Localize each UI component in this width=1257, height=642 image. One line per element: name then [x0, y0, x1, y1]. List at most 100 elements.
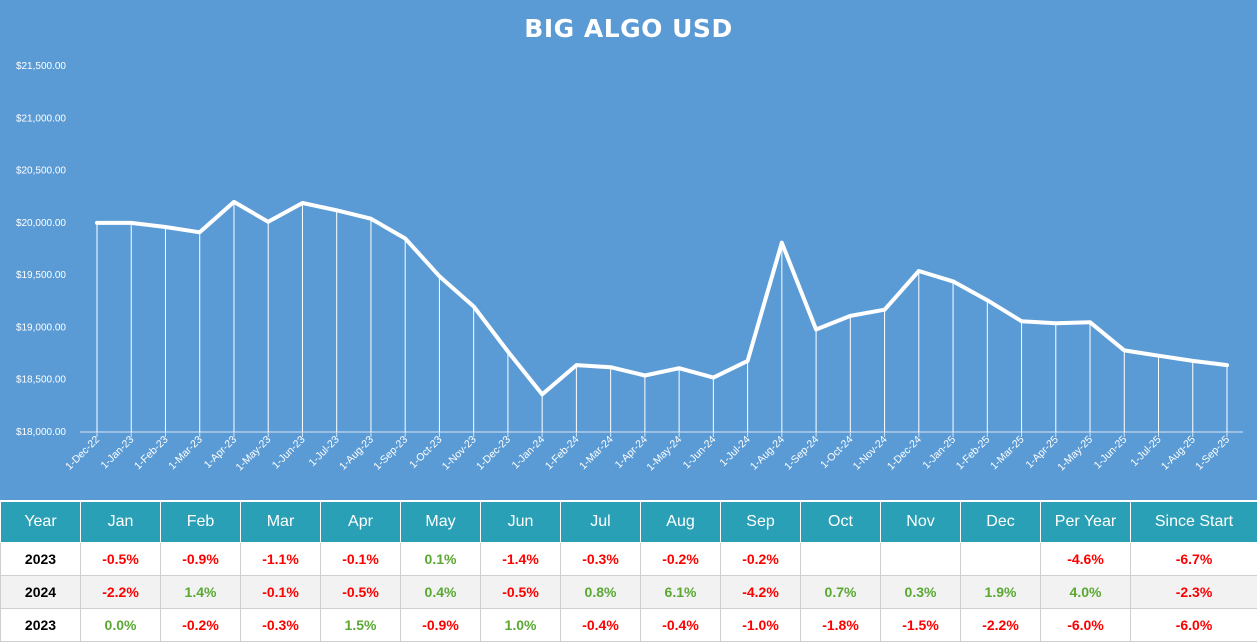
return-cell: -0.3%: [560, 542, 641, 576]
performance-table: Year Jan Feb Mar Apr May Jun Jul Aug Sep Oct Nov Dec…: [0, 501, 1257, 642]
return-cell: -0.5%: [480, 575, 561, 609]
chart-title: BIG ALGO USD: [524, 14, 733, 43]
x-tick-label: 1-Mar-23: [166, 434, 205, 473]
return-cell: 0.4%: [400, 575, 481, 609]
x-tick-label: 1-Dec-24: [885, 434, 924, 473]
x-tick-label: 1-Dec-23: [474, 434, 513, 473]
y-tick-label: $20,000.00: [16, 218, 66, 229]
x-tick-label: 1-Dec-22: [63, 434, 102, 473]
column-header: Since Start: [1130, 501, 1257, 543]
column-header: May: [400, 501, 481, 543]
x-tick-label: 1-Sep-23: [371, 434, 410, 473]
return-cell: -2.3%: [1130, 575, 1257, 609]
x-tick-label: 1-Jan-25: [920, 434, 958, 472]
column-header: Jul: [560, 501, 641, 543]
return-cell: -0.5%: [80, 542, 161, 576]
x-tick-label: 1-Mar-24: [577, 434, 616, 473]
year-cell: 2023: [0, 608, 81, 642]
return-cell: 0.8%: [560, 575, 641, 609]
column-header: Jan: [80, 501, 161, 543]
table-row: 2023 0.0% -0.2% -0.3% 1.5% -0.9% 1.0% -0.4% -0.4…: [0, 608, 1257, 642]
column-header: Dec: [960, 501, 1041, 543]
return-cell: -0.1%: [240, 575, 321, 609]
x-tick-label: 1-Aug-25: [1159, 434, 1198, 473]
return-cell: [800, 542, 881, 576]
year-cell: 2024: [0, 575, 81, 609]
x-tick-label: 1-Jan-23: [99, 434, 137, 472]
column-header: Feb: [160, 501, 241, 543]
x-tick-label: 1-Nov-23: [440, 434, 479, 473]
x-tick-label: 1-Aug-23: [337, 434, 376, 473]
x-tick-label: 1-Jan-24: [509, 434, 547, 472]
return-cell: -0.2%: [640, 542, 721, 576]
return-cell: -2.2%: [960, 608, 1041, 642]
x-tick-label: 1-May-25: [1055, 434, 1095, 474]
x-tick-label: 1-Feb-23: [132, 434, 171, 473]
x-tick-label: 1-Jun-23: [270, 434, 308, 472]
return-cell: 0.7%: [800, 575, 881, 609]
return-cell: 0.0%: [80, 608, 161, 642]
x-tick-label: 1-Feb-24: [543, 434, 582, 473]
return-cell: -0.1%: [320, 542, 401, 576]
x-tick-label: 1-Oct-24: [818, 434, 855, 471]
column-header: Sep: [720, 501, 801, 543]
return-cell: 0.3%: [880, 575, 961, 609]
table-row: 2024 -2.2% 1.4% -0.1% -0.5% 0.4% -0.5% 0.8% 6.1%…: [0, 575, 1257, 609]
return-cell: -4.6%: [1040, 542, 1131, 576]
column-header: Per Year: [1040, 501, 1131, 543]
x-tick-label: 1-May-23: [233, 434, 273, 474]
x-tick-label: 1-Jun-24: [681, 434, 719, 472]
column-header: Jun: [480, 501, 561, 543]
x-tick-label: 1-Aug-24: [748, 434, 787, 473]
return-cell: 1.4%: [160, 575, 241, 609]
return-cell: -6.0%: [1040, 608, 1131, 642]
x-tick-label: 1-Mar-25: [988, 434, 1027, 473]
return-cell: -0.2%: [160, 608, 241, 642]
return-cell: -6.7%: [1130, 542, 1257, 576]
return-cell: 0.1%: [400, 542, 481, 576]
column-header: Apr: [320, 501, 401, 543]
chart-area: $18,000.00 $18,500.00 $19,000.00 $19,500.00…: [0, 0, 1257, 500]
return-cell: -0.3%: [240, 608, 321, 642]
y-tick-label: $19,000.00: [16, 322, 66, 333]
x-tick-label: 1-May-24: [644, 434, 684, 474]
return-cell: -0.2%: [720, 542, 801, 576]
return-cell: -1.8%: [800, 608, 881, 642]
column-header: Aug: [640, 501, 721, 543]
series-line: [95, 199, 1229, 397]
return-cell: -1.1%: [240, 542, 321, 576]
y-tick-label: $19,500.00: [16, 270, 66, 281]
return-cell: 1.5%: [320, 608, 401, 642]
table-header-row: Year Jan Feb Mar Apr May Jun Jul Aug Sep Oct Nov Dec…: [0, 501, 1257, 543]
return-cell: [880, 542, 961, 576]
return-cell: -0.4%: [560, 608, 641, 642]
return-cell: -1.4%: [480, 542, 561, 576]
column-header: Mar: [240, 501, 321, 543]
return-cell: 6.1%: [640, 575, 721, 609]
return-cell: 1.9%: [960, 575, 1041, 609]
x-tick-label: 1-Feb-25: [954, 434, 993, 473]
x-tick-label: 1-Oct-23: [407, 434, 444, 471]
y-tick-label: $21,500.00: [16, 61, 66, 72]
x-tick-label: 1-Sep-24: [782, 434, 821, 473]
year-cell: 2023: [0, 542, 81, 576]
y-tick-label: $20,500.00: [16, 166, 66, 177]
x-tick-label: 1-Nov-24: [851, 434, 890, 473]
y-tick-label: $18,000.00: [16, 427, 66, 438]
line-chart: $18,000.00 $18,500.00 $19,000.00 $19,500.00…: [16, 61, 1243, 474]
return-cell: -6.0%: [1130, 608, 1257, 642]
column-header: Nov: [880, 501, 961, 543]
return-cell: -1.0%: [720, 608, 801, 642]
return-cell: [960, 542, 1041, 576]
return-cell: -1.5%: [880, 608, 961, 642]
x-tick-label: 1-Sep-25: [1193, 434, 1232, 473]
return-cell: -0.5%: [320, 575, 401, 609]
table-body: 2023 -0.5% -0.9% -1.1% -0.1% 0.1% -1.4% -0.3% -0…: [0, 542, 1257, 642]
return-cell: -2.2%: [80, 575, 161, 609]
return-cell: 1.0%: [480, 608, 561, 642]
y-tick-label: $21,000.00: [16, 113, 66, 124]
column-header: Oct: [800, 501, 881, 543]
table-row: 2023 -0.5% -0.9% -1.1% -0.1% 0.1% -1.4% -0.3% -0…: [0, 542, 1257, 576]
return-cell: -0.9%: [400, 608, 481, 642]
return-cell: -0.9%: [160, 542, 241, 576]
